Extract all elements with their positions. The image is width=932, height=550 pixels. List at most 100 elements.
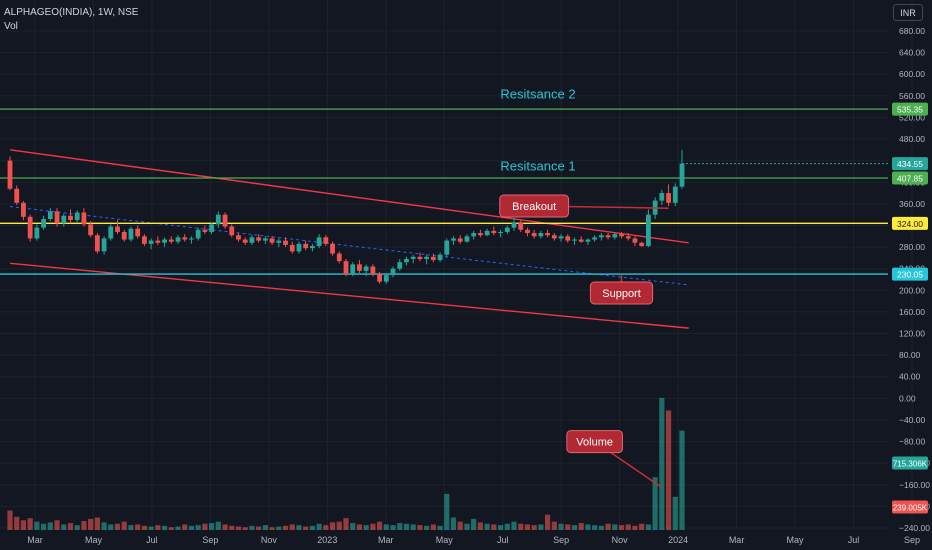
volume-bar bbox=[383, 524, 389, 530]
zone-label: Resitsance 2 bbox=[500, 87, 575, 102]
price-axis: 680.00640.00600.00560.00520.00480.00440.… bbox=[892, 26, 930, 533]
volume-bar bbox=[155, 525, 161, 530]
price-level-label: 230.05 bbox=[897, 270, 923, 280]
candle-body bbox=[189, 238, 194, 240]
volume-bar bbox=[659, 398, 665, 530]
price-level-badge bbox=[892, 102, 928, 116]
time-tick-label: May bbox=[85, 535, 103, 545]
price-tick-label: −160.00 bbox=[899, 480, 930, 490]
candle-body bbox=[121, 231, 127, 240]
candle-body bbox=[168, 239, 174, 242]
price-tick-label: 560.00 bbox=[899, 91, 925, 101]
price-tick-label: 160.00 bbox=[899, 307, 925, 317]
candle-body bbox=[370, 266, 376, 275]
volume-bar bbox=[632, 525, 638, 530]
volume-bar bbox=[114, 523, 121, 530]
time-tick-label: Jul bbox=[146, 535, 158, 545]
time-tick-label: May bbox=[787, 535, 805, 545]
candle-body bbox=[558, 236, 564, 239]
candle-body bbox=[262, 238, 268, 241]
callout-box bbox=[499, 194, 570, 218]
candle-body bbox=[545, 233, 550, 236]
time-tick-label: Mar bbox=[729, 535, 745, 545]
candle-body bbox=[572, 239, 577, 241]
candle-body bbox=[350, 264, 356, 275]
candle-body bbox=[551, 235, 557, 239]
candle-body bbox=[148, 240, 154, 244]
candle-body bbox=[276, 240, 282, 243]
volume-bar bbox=[215, 521, 221, 530]
candle-body bbox=[417, 256, 423, 259]
currency-button[interactable]: INR bbox=[893, 4, 923, 21]
candle-body bbox=[236, 235, 241, 240]
symbol-title: ALPHAGEO(INDIA), 1W, NSE bbox=[4, 7, 139, 18]
volume-bar bbox=[491, 524, 497, 530]
volume-bar bbox=[108, 524, 114, 530]
volume-bar bbox=[316, 523, 322, 530]
volume-bar bbox=[484, 523, 490, 530]
candle-body bbox=[303, 243, 309, 249]
volume-bar bbox=[477, 522, 483, 530]
callout-label: Support bbox=[602, 288, 641, 300]
volume-bar bbox=[336, 521, 342, 530]
volume-bar bbox=[592, 525, 598, 530]
candle-body bbox=[619, 234, 624, 237]
candle-body bbox=[142, 236, 147, 244]
volume-bar bbox=[161, 525, 168, 530]
volume-bar bbox=[303, 526, 309, 530]
volume-bar bbox=[41, 523, 47, 530]
volume-indicator-label: Vol bbox=[4, 21, 18, 32]
price-level-label: 535.35 bbox=[897, 105, 923, 115]
price-level-label: 324.00 bbox=[897, 219, 923, 229]
candle-body bbox=[108, 226, 114, 239]
candle-body bbox=[437, 254, 443, 261]
price-tick-label: 0.00 bbox=[899, 393, 916, 403]
volume-badge bbox=[892, 500, 928, 514]
volume-bar bbox=[424, 525, 430, 530]
channel-lower-line bbox=[9, 262, 689, 329]
volume-bar bbox=[182, 524, 188, 530]
candle-body bbox=[598, 235, 604, 238]
candle-body bbox=[471, 233, 477, 237]
volume-bars bbox=[7, 398, 685, 530]
price-tick-label: 280.00 bbox=[899, 242, 925, 252]
price-level-badge bbox=[892, 216, 928, 230]
candle-body bbox=[175, 237, 181, 242]
trend-lines bbox=[0, 108, 888, 329]
volume-bar bbox=[397, 523, 403, 530]
candle-body bbox=[666, 193, 671, 203]
volume-bar bbox=[437, 525, 443, 530]
candle-body bbox=[182, 237, 188, 240]
candle-body bbox=[424, 256, 430, 259]
price-tick-label: 480.00 bbox=[899, 134, 925, 144]
candle-body bbox=[283, 240, 288, 245]
volume-bar bbox=[350, 523, 356, 530]
candle-body bbox=[504, 227, 510, 232]
candle-body bbox=[491, 230, 497, 234]
candle-body bbox=[249, 237, 255, 243]
candle-body bbox=[215, 214, 221, 225]
time-tick-label: 2024 bbox=[668, 535, 688, 545]
volume-bar bbox=[524, 524, 531, 530]
volume-bar bbox=[444, 493, 450, 530]
candle-body bbox=[672, 186, 678, 203]
candle-body bbox=[625, 236, 631, 239]
price-tick-label: −80.00 bbox=[899, 437, 926, 447]
volume-bar bbox=[598, 525, 604, 530]
price-tick-label: −240.00 bbox=[899, 523, 930, 533]
candle-body bbox=[478, 233, 483, 236]
candle-body bbox=[457, 238, 463, 242]
volume-bar bbox=[578, 523, 584, 530]
candle-body bbox=[269, 238, 275, 243]
candle-body bbox=[498, 231, 503, 234]
volume-bar bbox=[61, 524, 67, 530]
volume-badge-label: 239.005K bbox=[893, 504, 928, 513]
volume-bar bbox=[464, 523, 470, 530]
candle-body bbox=[242, 239, 248, 243]
volume-bar bbox=[672, 496, 678, 530]
callout-box bbox=[566, 430, 623, 454]
volume-bar bbox=[34, 521, 40, 530]
candle-body bbox=[343, 261, 349, 275]
volume-bar bbox=[545, 514, 551, 530]
